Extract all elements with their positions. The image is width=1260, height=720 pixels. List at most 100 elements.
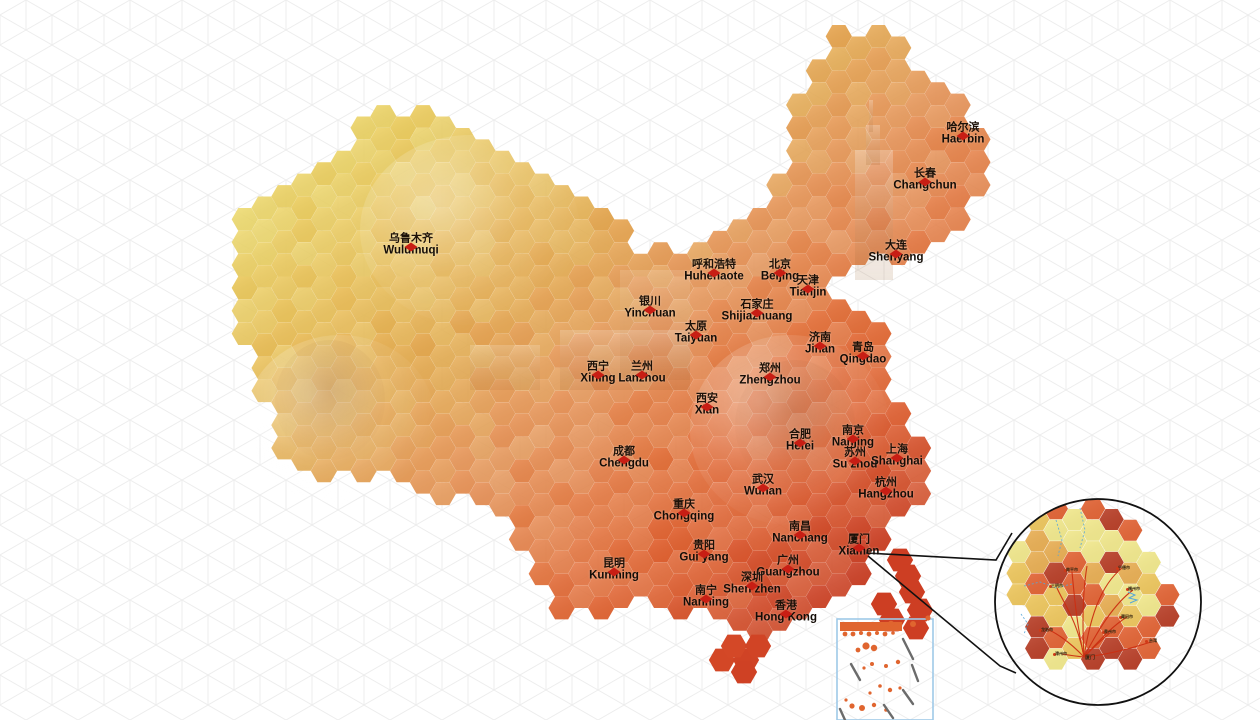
- city-marker-diamond-icon: [856, 351, 870, 361]
- city-label-nanning[interactable]: 南宁Nanning: [683, 585, 729, 609]
- hex-tile-shade: [687, 356, 714, 380]
- hex-tile-shade: [429, 368, 456, 391]
- inset-city-label[interactable]: 三明市: [1051, 582, 1063, 588]
- hex-tile-shade: [865, 505, 892, 528]
- city-name-cn: 贵阳: [692, 539, 715, 552]
- inset-hex-shade: [1006, 584, 1031, 606]
- inset-city-label[interactable]: 泉州市: [1104, 628, 1116, 634]
- city-label-shenyang[interactable]: 大连Shenyang: [869, 240, 924, 264]
- hex-tile-shade: [627, 390, 654, 414]
- hex-tile-shade: [825, 573, 852, 597]
- city-label-xian[interactable]: 西安Xian: [695, 393, 719, 417]
- inset-city-label[interactable]: 福州市: [1128, 585, 1140, 591]
- city-label-shanghai[interactable]: 上海Shanghai: [871, 444, 923, 468]
- inset-hex-shade: [1062, 508, 1087, 530]
- city-name-cn: 深圳: [740, 571, 763, 584]
- hex-tile: [730, 660, 758, 684]
- city-label-nanchang[interactable]: 南昌Nanchang: [772, 521, 828, 545]
- hex-tile-shade: [588, 413, 615, 437]
- hex-tile-shade: [350, 139, 377, 163]
- hex-tile-shade: [251, 242, 278, 266]
- hex-tile-shade: [607, 493, 635, 517]
- city-label-haerbin[interactable]: 哈尔滨Haerbin: [942, 121, 985, 146]
- hex-tile-shade: [231, 230, 258, 254]
- hex-tile-shade: [746, 596, 773, 620]
- hex-tile-shade: [508, 482, 536, 506]
- hex-tile-shade: [687, 333, 714, 357]
- city-label-taiyuan[interactable]: 太原Taiyuan: [675, 321, 718, 345]
- hex-tile-shade: [607, 402, 635, 426]
- hex-tile-shade: [469, 413, 496, 437]
- hex-tile-shade: [825, 185, 852, 208]
- city-label-zhengzhou[interactable]: 郑州Zhengzhou: [739, 363, 800, 387]
- city-label-shen-zhen[interactable]: 深圳 Shen zhen: [723, 571, 781, 596]
- city-name-cn: 哈尔滨: [946, 121, 980, 134]
- hex-tile-shade: [449, 333, 476, 357]
- inset-hex-shade: [1099, 508, 1124, 530]
- inset-city-label[interactable]: 宁德市: [1118, 564, 1130, 570]
- hex-tile-shade: [746, 230, 773, 254]
- city-marker-diamond-icon: [793, 438, 807, 448]
- hex-tile-shade: [885, 82, 912, 105]
- city-label-jinan[interactable]: 济南Jinan: [805, 332, 835, 356]
- city-label-shijiazhuang[interactable]: 石家庄Shijiazhuang: [722, 299, 793, 323]
- hex-tile-shade: [330, 287, 357, 311]
- hex-tile-shade: [231, 207, 258, 231]
- hex-tile-shade: [429, 413, 456, 437]
- hex-tile-shade: [904, 459, 932, 483]
- inset-city-label[interactable]: 莆田市: [1121, 613, 1133, 619]
- city-label-hangzhou[interactable]: 杭州Hangzhou: [858, 477, 914, 501]
- city-label-chengdu[interactable]: 成都Chengdu: [599, 446, 649, 470]
- hex-tile-shade: [627, 550, 654, 574]
- hex-tile-shade: [786, 230, 813, 254]
- hex-tile-shade: [786, 299, 813, 323]
- city-label-xining[interactable]: 西宁Xining: [580, 361, 615, 385]
- city-label-beijing[interactable]: 北京Beijing: [761, 259, 799, 283]
- city-label-qingdao[interactable]: 青岛Qingdao: [840, 342, 887, 366]
- city-label-huhehaote[interactable]: 呼和浩特Huhehaote: [684, 259, 743, 283]
- city-label-hefei[interactable]: 合肥Hefei: [786, 429, 814, 453]
- city-label-kunming[interactable]: 昆明Kunming: [589, 557, 639, 582]
- hex-tile-shade: [825, 139, 852, 163]
- hex-tile-shade: [706, 276, 734, 300]
- city-label-nanjing[interactable]: 南京Nanjing: [832, 425, 874, 449]
- city-label-yinchuan[interactable]: 银川Yinchuan: [624, 296, 675, 320]
- city-label-su-zhou[interactable]: 苏州 Su zhou: [833, 446, 878, 471]
- city-label-changchun[interactable]: 长春Changchun: [893, 168, 956, 192]
- hex-tile-shade: [726, 562, 753, 586]
- hex-tile-shade: [330, 150, 357, 174]
- hex-tile-shade: [568, 425, 595, 448]
- city-label-lanzhou[interactable]: 兰州Lanzhou: [618, 361, 665, 385]
- inset-origin-label[interactable]: 厦门: [1084, 654, 1096, 661]
- hex-tile-shade: [271, 230, 298, 254]
- inset-hex-shade: [1080, 541, 1106, 563]
- city-label-hong-kong[interactable]: 香港 Hong Kong: [755, 600, 817, 624]
- hex-tile-shade: [687, 516, 714, 540]
- city-label-wuhan[interactable]: 武汉Wuhan: [744, 474, 782, 498]
- city-name-cn: 苏州: [844, 446, 866, 459]
- city-label-xiamen[interactable]: 厦门Xiamen: [839, 534, 880, 558]
- hex-tile-shade: [825, 322, 852, 346]
- inset-city-label[interactable]: 龙岩市: [1041, 626, 1053, 632]
- city-name-cn: 昆明: [602, 557, 625, 570]
- city-label-wulumuqi[interactable]: 乌鲁木齐Wulumuqi: [383, 233, 438, 257]
- inset-city-label[interactable]: 漳州市: [1055, 650, 1067, 656]
- city-label-gui-yang[interactable]: 贵阳 Gui yang: [679, 539, 728, 564]
- hex-tile-shade: [271, 276, 298, 300]
- city-label-guangzhou[interactable]: 广州Guangzhou: [756, 555, 819, 579]
- hex-tile-shade: [706, 299, 734, 323]
- city-label-chongqing[interactable]: 重庆Chongqing: [654, 499, 715, 523]
- hex-tile-shade: [548, 459, 575, 483]
- hex-tile-shade: [825, 550, 852, 574]
- inset-city-label[interactable]: 南平市: [1066, 566, 1078, 572]
- hex-tile-shade: [885, 127, 912, 151]
- hex-tile-shade: [528, 425, 555, 448]
- city-marker-diamond-icon: [750, 308, 764, 318]
- inset-city-label[interactable]: 台湾: [1149, 637, 1157, 643]
- hex-tile-shade: [528, 310, 555, 334]
- hex-tile-shade: [607, 425, 635, 448]
- hex-tile-shade: [865, 25, 892, 48]
- city-label-tianjin[interactable]: 天津Tianjin: [790, 275, 827, 299]
